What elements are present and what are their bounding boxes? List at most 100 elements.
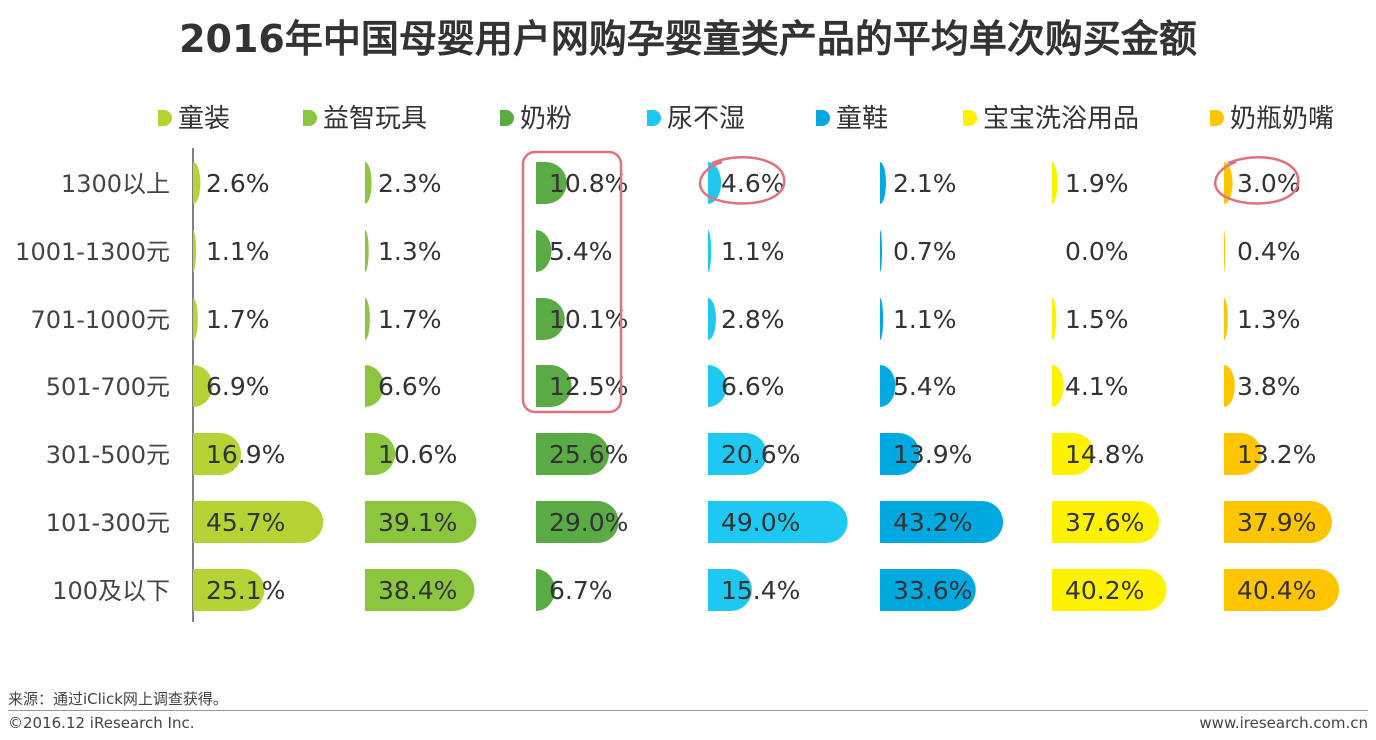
legend-swatch bbox=[500, 110, 514, 126]
bar-chart: 童装 益智玩具 奶粉 尿不湿 童鞋 宝宝洗浴用品 奶瓶奶嘴 1300以上 1001-1300元 7… bbox=[15, 104, 1340, 622]
bar bbox=[1224, 569, 1340, 611]
data-label: 1.3% bbox=[378, 237, 442, 266]
bar bbox=[365, 298, 370, 340]
data-label: 40.2% bbox=[1065, 576, 1144, 605]
data-label: 37.6% bbox=[1065, 508, 1144, 537]
bar bbox=[708, 365, 727, 407]
bar bbox=[880, 230, 882, 272]
bar bbox=[880, 162, 886, 204]
data-label: 20.6% bbox=[721, 440, 800, 469]
data-label: 40.4% bbox=[1237, 576, 1316, 605]
data-label: 1.7% bbox=[378, 305, 442, 334]
highlight-circle bbox=[698, 156, 786, 205]
data-label: 2.3% bbox=[378, 169, 442, 198]
copyright-text: ©2016.12 iResearch Inc. bbox=[8, 714, 195, 732]
bar bbox=[193, 501, 324, 543]
bar bbox=[1224, 433, 1262, 475]
legend-label: 童鞋 bbox=[836, 104, 888, 134]
highlight-circle bbox=[1213, 156, 1300, 205]
data-label: 3.0% bbox=[1237, 169, 1301, 198]
data-label: 1.1% bbox=[721, 237, 785, 266]
data-label: 33.6% bbox=[893, 576, 972, 605]
data-label: 3.8% bbox=[1237, 372, 1301, 401]
bar bbox=[193, 365, 213, 407]
data-label: 6.6% bbox=[378, 372, 442, 401]
data-label: 10.8% bbox=[549, 169, 628, 198]
data-label: 45.7% bbox=[206, 508, 285, 537]
data-label: 0.7% bbox=[893, 237, 957, 266]
legend-swatch bbox=[963, 110, 977, 126]
data-label: 1.1% bbox=[206, 237, 270, 266]
data-label: 12.5% bbox=[549, 372, 628, 401]
bar bbox=[880, 433, 920, 475]
bar bbox=[193, 230, 197, 272]
data-label: 1.1% bbox=[893, 305, 957, 334]
legend-swatch bbox=[647, 110, 661, 126]
bar bbox=[880, 501, 1004, 543]
data-label: 1.9% bbox=[1065, 169, 1129, 198]
legend-label: 尿不湿 bbox=[667, 104, 745, 134]
bar bbox=[1224, 298, 1228, 340]
category-label: 101-300元 bbox=[46, 509, 170, 537]
data-label: 6.6% bbox=[721, 372, 785, 401]
bar bbox=[536, 365, 572, 407]
data-label: 13.9% bbox=[893, 440, 972, 469]
data-label: 0.0% bbox=[1065, 237, 1129, 266]
bar bbox=[1052, 433, 1095, 475]
source-note: 来源：通过iClick网上调查获得。 bbox=[8, 690, 228, 708]
data-label: 6.7% bbox=[549, 576, 613, 605]
data-label: 37.9% bbox=[1237, 508, 1316, 537]
data-label: 2.6% bbox=[206, 169, 270, 198]
category-label: 1001-1300元 bbox=[15, 238, 170, 266]
data-label: 2.1% bbox=[893, 169, 957, 198]
bar bbox=[1052, 162, 1058, 204]
bar bbox=[880, 569, 976, 611]
bar bbox=[365, 433, 396, 475]
bar bbox=[365, 501, 477, 543]
bar bbox=[1052, 365, 1064, 407]
bar bbox=[193, 433, 242, 475]
legend-label: 宝宝洗浴用品 bbox=[983, 104, 1139, 134]
bar bbox=[708, 501, 848, 543]
bar bbox=[193, 162, 201, 204]
data-label: 39.1% bbox=[378, 508, 457, 537]
legend-swatch bbox=[1210, 110, 1224, 126]
data-label: 15.4% bbox=[721, 576, 800, 605]
data-label: 5.4% bbox=[549, 237, 613, 266]
website-link[interactable]: www.iresearch.com.cn bbox=[1199, 714, 1368, 732]
bar bbox=[708, 230, 712, 272]
data-label: 10.6% bbox=[378, 440, 457, 469]
bar bbox=[1224, 365, 1235, 407]
data-label: 0.4% bbox=[1237, 237, 1301, 266]
bar bbox=[1052, 298, 1057, 340]
data-label: 6.9% bbox=[206, 372, 270, 401]
bar bbox=[708, 569, 752, 611]
bar bbox=[536, 569, 556, 611]
bar bbox=[365, 162, 372, 204]
data-label: 29.0% bbox=[549, 508, 628, 537]
bar bbox=[1224, 230, 1226, 272]
data-label: 14.8% bbox=[1065, 440, 1144, 469]
bar bbox=[1224, 501, 1333, 543]
data-label: 49.0% bbox=[721, 508, 800, 537]
bar bbox=[536, 298, 565, 340]
data-label: 43.2% bbox=[893, 508, 972, 537]
data-label: 2.8% bbox=[721, 305, 785, 334]
legend-swatch bbox=[816, 110, 830, 126]
data-label: 16.9% bbox=[206, 440, 285, 469]
bar bbox=[536, 501, 619, 543]
data-label: 4.1% bbox=[1065, 372, 1129, 401]
bar bbox=[708, 298, 716, 340]
data-label: 1.3% bbox=[1237, 305, 1301, 334]
data-label: 5.4% bbox=[893, 372, 957, 401]
data-label: 25.1% bbox=[206, 576, 285, 605]
bar bbox=[1224, 162, 1233, 204]
bar bbox=[365, 569, 475, 611]
legend-swatch bbox=[303, 110, 317, 126]
category-label: 301-500元 bbox=[46, 441, 170, 469]
legend-label: 奶瓶奶嘴 bbox=[1230, 104, 1334, 134]
legend-label: 童装 bbox=[178, 104, 230, 134]
data-label: 25.6% bbox=[549, 440, 628, 469]
category-label: 701-1000元 bbox=[30, 306, 170, 334]
category-label: 501-700元 bbox=[46, 373, 170, 401]
